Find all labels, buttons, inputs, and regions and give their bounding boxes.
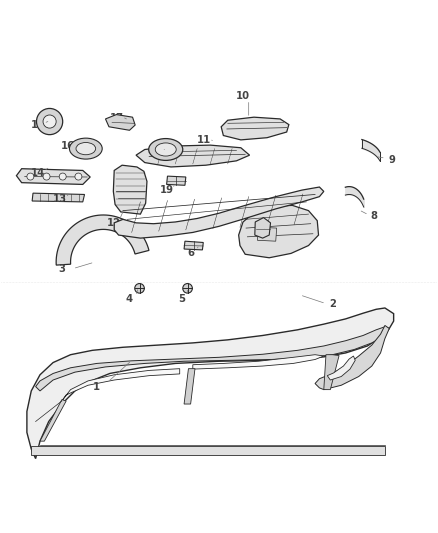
Text: 7: 7 [257,229,264,239]
Circle shape [135,284,145,293]
Circle shape [75,173,82,180]
Polygon shape [315,326,389,390]
Polygon shape [106,115,135,130]
Text: 2: 2 [329,298,336,309]
Ellipse shape [155,143,176,156]
Polygon shape [239,205,318,258]
Polygon shape [56,215,149,265]
Text: 11: 11 [197,135,211,145]
Circle shape [36,108,63,135]
Polygon shape [255,217,271,238]
Polygon shape [27,308,394,458]
Text: 13: 13 [53,194,67,204]
Text: 17: 17 [110,113,124,123]
Circle shape [59,173,66,180]
Polygon shape [324,354,339,390]
Circle shape [183,284,192,293]
Circle shape [43,115,56,128]
Text: 1: 1 [93,382,100,392]
Ellipse shape [70,138,102,159]
Text: 5: 5 [178,294,185,304]
Ellipse shape [149,139,183,160]
Polygon shape [35,327,389,391]
Polygon shape [184,369,195,404]
Polygon shape [166,176,186,185]
Polygon shape [40,400,66,441]
Circle shape [43,173,50,180]
Text: 19: 19 [159,185,173,195]
Text: 6: 6 [187,248,194,259]
Text: 10: 10 [236,91,250,101]
Polygon shape [193,354,324,369]
Text: 14: 14 [31,168,45,177]
Polygon shape [184,241,203,250]
Ellipse shape [76,142,95,155]
Polygon shape [113,165,147,214]
Text: 18: 18 [31,119,45,130]
Polygon shape [258,227,277,241]
Text: 12: 12 [107,218,121,228]
Text: 9: 9 [388,155,395,165]
Polygon shape [327,356,355,380]
Text: 8: 8 [371,211,378,221]
Polygon shape [16,169,90,184]
Text: 4: 4 [126,294,133,304]
Polygon shape [32,193,85,202]
Text: 3: 3 [58,264,65,273]
Text: 16: 16 [61,141,75,151]
Polygon shape [62,369,180,401]
Text: 15: 15 [148,146,163,156]
Polygon shape [31,446,385,455]
Polygon shape [221,117,289,140]
Circle shape [27,173,34,180]
Polygon shape [136,145,250,167]
Polygon shape [114,187,324,238]
